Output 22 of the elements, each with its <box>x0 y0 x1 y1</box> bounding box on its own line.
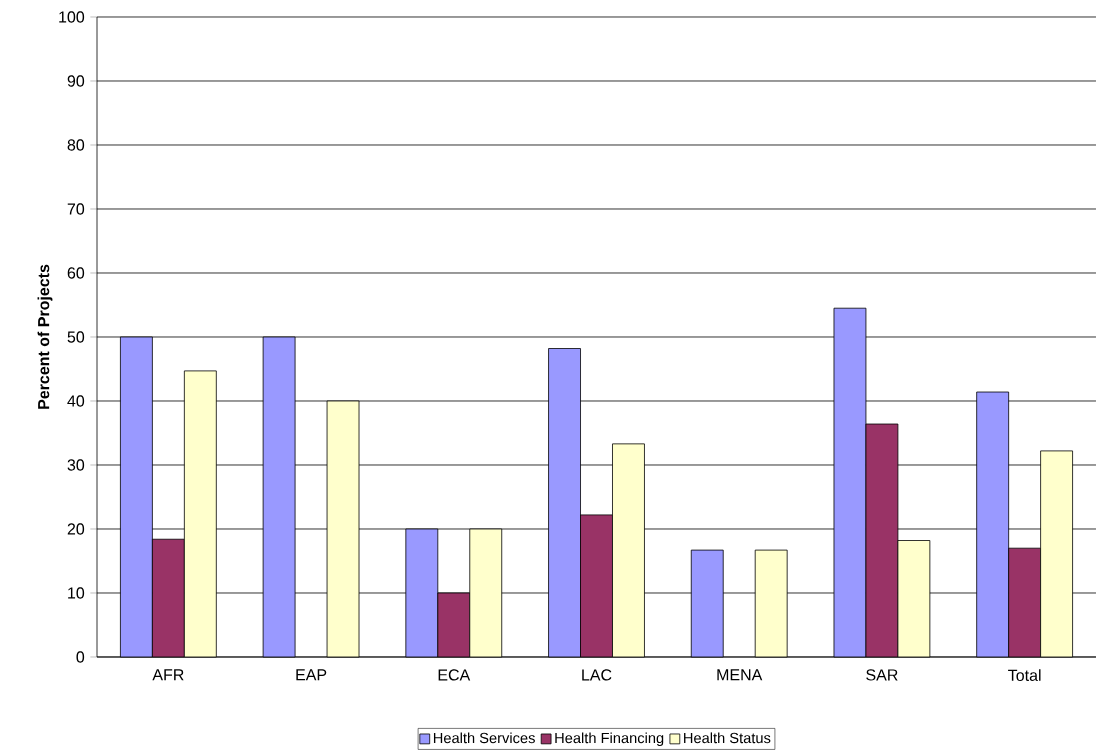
x-tick-label: Total <box>1008 669 1041 681</box>
y-tick-label: 50 <box>67 331 85 343</box>
x-tick-label: EAP <box>296 669 327 681</box>
x-tick-label: MENA <box>717 669 763 681</box>
x-tick-label: SAR <box>866 669 898 681</box>
y-axis-title: Percent of Projects <box>37 264 53 409</box>
y-tick-label: 0 <box>76 651 85 663</box>
y-tick-label: 30 <box>67 459 85 471</box>
y-tick-label: 70 <box>67 203 85 215</box>
x-tick-label: ECA <box>438 669 471 681</box>
legend-label: Health Services <box>433 732 535 744</box>
legend-label: Health Status <box>684 732 771 744</box>
y-tick-label: 90 <box>67 75 85 87</box>
y-tick-label: 10 <box>68 587 85 599</box>
y-tick-label: 20 <box>67 523 85 535</box>
legend-label: Health Financing <box>555 732 664 747</box>
y-tick-label: 100 <box>59 11 85 23</box>
x-tick-label: AFR <box>152 669 184 681</box>
y-tick-label: 60 <box>67 267 85 279</box>
y-tick-label: 40 <box>67 395 85 407</box>
x-tick-label: LAC <box>582 669 612 681</box>
y-tick-label: 80 <box>67 139 85 151</box>
